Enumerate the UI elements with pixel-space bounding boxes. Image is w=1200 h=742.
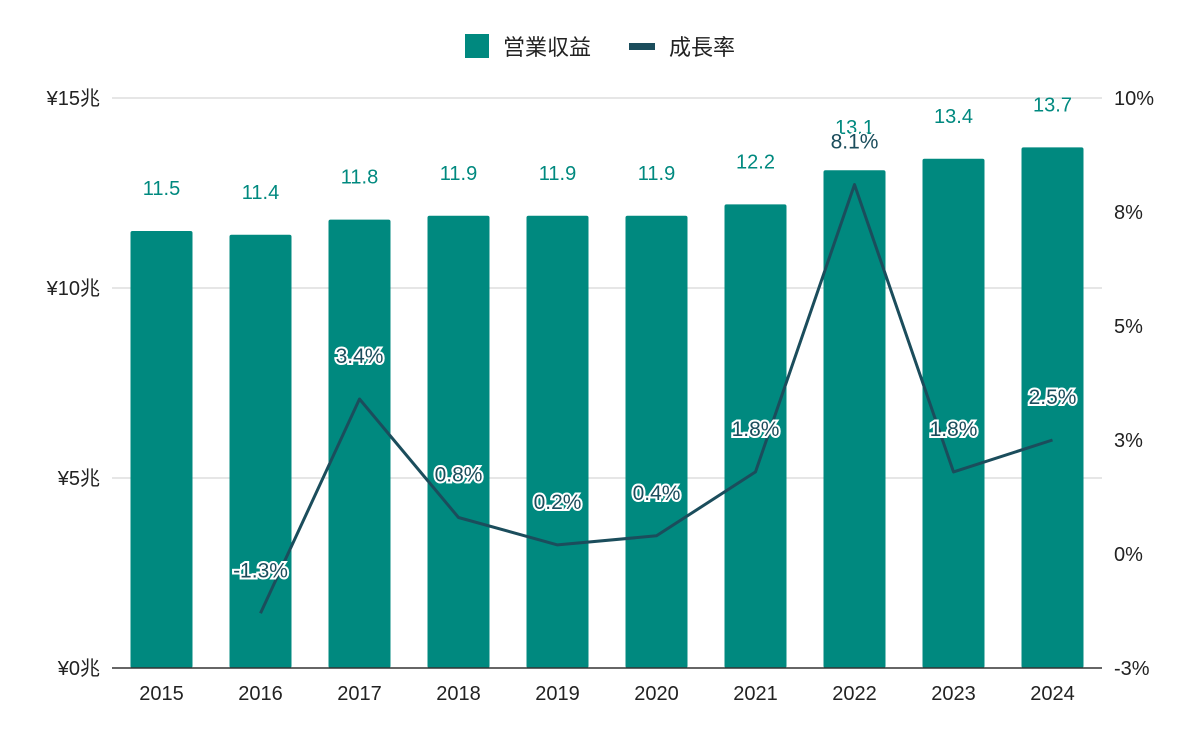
bars xyxy=(130,147,1084,669)
x-tick-label: 2015 xyxy=(139,683,184,705)
bar xyxy=(724,204,787,668)
legend-label-revenue: 営業収益 xyxy=(502,35,591,60)
x-tick-label: 2023 xyxy=(931,683,976,705)
y-right-tick-label: 0% xyxy=(1114,544,1143,566)
growth-value-label: -1.3% xyxy=(233,559,288,582)
x-tick-label: 2022 xyxy=(832,683,877,705)
y-right-tick-label: 5% xyxy=(1114,316,1143,338)
y-left-tick-label: ¥15兆 xyxy=(46,87,100,110)
x-tick-label: 2017 xyxy=(337,683,382,705)
growth-value-label: 0.4% xyxy=(633,482,681,505)
growth-value-label: 1.8% xyxy=(732,418,780,441)
bar-value-label: 13.4 xyxy=(934,106,973,128)
bar-value-label: 11.9 xyxy=(539,163,576,185)
y-right-tick-label: 3% xyxy=(1114,430,1143,452)
growth-value-label: 0.2% xyxy=(534,491,582,514)
bar-value-label: 12.2 xyxy=(736,151,775,173)
data-labels: 11.5 11.4 11.8 11.9 11.9 11.9 12.2 13.1 13.4 13.7… xyxy=(143,94,1079,584)
y-left-tick-label: ¥5兆 xyxy=(57,467,100,490)
legend: 営業収益 成長率 xyxy=(0,30,1200,62)
bar xyxy=(823,170,886,668)
y-right-tick-label: -3% xyxy=(1114,658,1150,680)
growth-value-label: 3.4% xyxy=(336,345,384,368)
bar xyxy=(922,158,985,669)
bar xyxy=(1021,147,1084,668)
growth-value-label: 8.1% xyxy=(831,131,879,154)
growth-line xyxy=(259,183,1053,614)
y-left-tick-label: ¥10兆 xyxy=(46,277,100,300)
bar xyxy=(229,234,292,669)
bar-value-label: 11.9 xyxy=(440,163,477,185)
growth-value-label: 2.5% xyxy=(1029,386,1077,409)
x-tick-label: 2016 xyxy=(238,683,283,705)
bar-value-label: 11.4 xyxy=(242,182,279,204)
bar xyxy=(130,231,193,668)
bar xyxy=(526,215,589,669)
y-left-tick-label: ¥0兆 xyxy=(57,657,100,680)
growth-value-label: 0.8% xyxy=(435,464,483,487)
bar xyxy=(625,215,688,669)
y-right-tick-label: 10% xyxy=(1114,88,1154,110)
bar xyxy=(427,215,490,669)
bar-value-label: 11.5 xyxy=(143,178,180,200)
axes: ¥0兆 ¥5兆 ¥10兆 ¥15兆 -3% 0% 3% 5% 8% 10% 2015 2016 2017… xyxy=(46,87,1155,705)
legend-item-growth[interactable]: 成長率 xyxy=(629,30,735,62)
x-tick-label: 2019 xyxy=(535,683,580,705)
legend-item-revenue[interactable]: 営業収益 xyxy=(464,30,591,62)
x-tick-label: 2018 xyxy=(436,683,481,705)
x-tick-label: 2020 xyxy=(634,683,679,705)
bar-value-label: 11.9 xyxy=(638,163,675,185)
x-tick-label: 2021 xyxy=(733,683,778,705)
legend-swatch-growth xyxy=(629,42,655,50)
bar-value-label: 11.8 xyxy=(341,167,378,189)
growth-value-label: 1.8% xyxy=(930,418,978,441)
bar-value-label: 13.7 xyxy=(1033,94,1072,116)
growth-line-path xyxy=(259,183,1053,614)
y-right-tick-label: 8% xyxy=(1114,202,1143,224)
bar-value-label: 13.1 xyxy=(835,117,874,139)
legend-label-growth: 成長率 xyxy=(669,35,736,60)
legend-swatch-revenue xyxy=(464,34,489,58)
x-tick-label: 2024 xyxy=(1030,683,1075,705)
bar xyxy=(328,219,391,668)
